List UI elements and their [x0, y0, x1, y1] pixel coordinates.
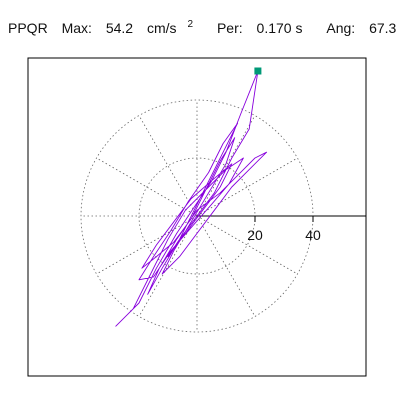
ang-label: Ang: — [326, 20, 356, 36]
chart-header: PPQR Max: 54.2 cm/s 2 Per: 0.170 s Ang: 6… — [8, 19, 400, 36]
tick-label-20: 20 — [247, 227, 263, 243]
guide-spoke-60 — [196, 115, 256, 217]
max-group: Max: 54.2 cm/s 2 — [61, 19, 207, 36]
per-group: Per: 0.170 s — [217, 20, 316, 36]
peak-marker — [254, 67, 262, 75]
max-value: 54.2 — [105, 20, 134, 36]
station-code: PPQR — [8, 20, 48, 36]
guide-spoke-30 — [196, 157, 298, 217]
max-exponent: 2 — [187, 19, 194, 30]
plot-frame — [27, 57, 367, 377]
ang-group: Ang: 67.3 — [326, 20, 400, 36]
horizontal-axis: 20 40 — [197, 215, 366, 243]
trace-group — [115, 70, 268, 327]
max-unit: cm/s — [146, 20, 177, 36]
guide-spoke-150 — [96, 157, 198, 217]
max-label: Max: — [61, 20, 92, 36]
peak-group — [254, 67, 262, 75]
ang-value: 67.3 — [369, 20, 397, 36]
guide-spoke-120 — [138, 115, 198, 217]
guide-spoke-300 — [196, 215, 256, 317]
guide-spoke-240 — [138, 215, 198, 317]
tick-label-40: 40 — [305, 227, 321, 243]
guide-spoke-330 — [196, 215, 298, 275]
per-label: Per: — [216, 20, 243, 36]
per-value: 0.170 s — [256, 20, 303, 36]
motion-trace — [115, 70, 268, 327]
guide-spoke-210 — [96, 215, 198, 275]
